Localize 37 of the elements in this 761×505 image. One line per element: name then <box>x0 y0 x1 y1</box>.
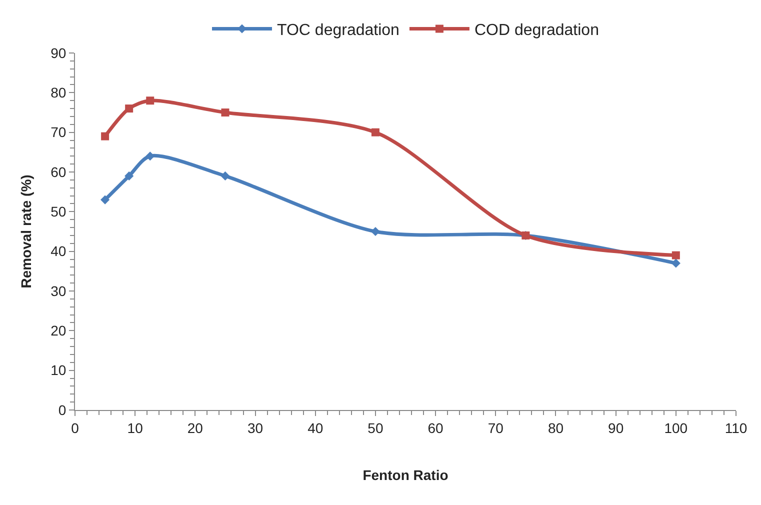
point <box>371 128 380 136</box>
point <box>221 108 230 116</box>
y-axis-title: Removal rate (%) <box>18 174 34 288</box>
y-tick-label: 60 <box>50 164 66 180</box>
point <box>671 258 680 268</box>
y-tick-label: 80 <box>50 84 66 101</box>
x-tick-label: 110 <box>724 420 748 436</box>
y-tick-label: 0 <box>58 402 66 418</box>
point <box>124 171 134 181</box>
x-tick-label: 90 <box>608 420 624 436</box>
x-tick-label: 40 <box>308 420 324 436</box>
x-tick-label: 30 <box>247 420 264 436</box>
x-tick-label: 0 <box>71 420 80 436</box>
point <box>125 104 134 113</box>
legend-label: TOC degradation <box>277 22 400 39</box>
y-tick-label: 50 <box>50 204 66 220</box>
y-tick-label: 30 <box>50 282 66 299</box>
x-tick-label: 80 <box>548 420 564 436</box>
y-tick-label: 20 <box>50 322 66 339</box>
y-tick-label: 70 <box>50 124 66 140</box>
point <box>100 195 110 204</box>
y-tick-label: 40 <box>50 243 66 260</box>
legend-label: COD degradation <box>474 22 599 39</box>
x-tick-label: 20 <box>187 420 204 436</box>
y-tick-label: 10 <box>50 362 66 378</box>
point <box>672 251 680 260</box>
x-tick-label: 70 <box>488 420 504 436</box>
y-tick-label: 90 <box>50 44 66 61</box>
x-tick-label: 100 <box>664 420 688 436</box>
x-tick-label: 50 <box>368 420 384 436</box>
point <box>370 226 380 236</box>
point <box>220 171 230 181</box>
point <box>101 132 110 140</box>
point <box>146 96 154 105</box>
x-tick-label: 10 <box>127 420 144 436</box>
x-axis-title: Fenton Ratio <box>362 467 448 484</box>
x-tick-label: 60 <box>428 420 444 436</box>
